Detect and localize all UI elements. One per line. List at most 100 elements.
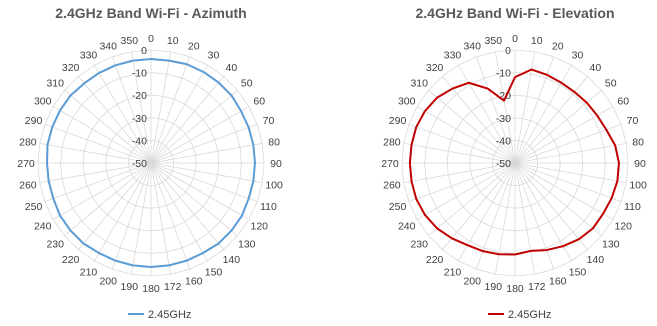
gridline-spoke xyxy=(64,162,152,236)
gridline-spoke xyxy=(514,162,536,275)
gridline-spoke xyxy=(428,90,516,164)
angle-tick-label: 210 xyxy=(444,266,462,278)
gridline-spoke xyxy=(494,51,516,164)
gridline-spoke xyxy=(150,162,258,203)
angle-tick-label: 50 xyxy=(605,78,617,90)
angle-tick-label: 180 xyxy=(506,283,524,295)
angle-tick-label: 10 xyxy=(167,35,179,47)
angle-tick-label: 220 xyxy=(426,254,444,266)
radial-tick-label: -10 xyxy=(132,68,147,80)
chart-title: 2.4GHz Band Wi-Fi - Azimuth xyxy=(55,5,246,21)
angle-tick-label: 330 xyxy=(444,50,462,62)
radar-chart-2: 2.4GHz Band Wi-Fi - Elevation 0 10 20 30 4050… xyxy=(381,5,647,321)
gridline-spoke xyxy=(442,162,516,250)
gridline-spoke xyxy=(150,123,258,164)
angle-tick-label: 60 xyxy=(617,96,629,108)
angle-tick-label: 350 xyxy=(121,35,139,47)
angle-tick-label: 310 xyxy=(46,78,64,90)
gridline-spoke xyxy=(416,106,516,164)
angle-tick-label: 310 xyxy=(410,78,428,90)
angle-tick-label: 120 xyxy=(250,221,268,233)
gridline-spoke xyxy=(52,106,152,164)
angle-tick-label: 160 xyxy=(185,275,203,287)
angle-tick-label: 340 xyxy=(99,41,117,53)
gridline-spoke xyxy=(111,162,152,270)
angle-tick-label: 280 xyxy=(383,136,401,148)
angle-tick-label: 110 xyxy=(624,201,641,213)
gridline-spoke xyxy=(458,64,516,164)
angle-tick-label: 250 xyxy=(389,201,407,213)
angle-tick-label: 240 xyxy=(34,221,52,233)
gridline-spoke xyxy=(514,142,627,164)
angle-tick-label: 350 xyxy=(485,35,503,47)
angle-tick-label: 140 xyxy=(223,254,241,266)
series-line xyxy=(46,58,256,268)
angle-tick-label: 0 xyxy=(512,33,518,45)
angle-tick-label: 190 xyxy=(485,281,503,293)
angle-tick-label: 300 xyxy=(398,96,416,108)
angle-tick-label: 20 xyxy=(188,41,200,53)
angle-tick-label: 340 xyxy=(463,41,481,53)
gridline-spoke xyxy=(514,162,614,220)
series-line xyxy=(408,68,620,256)
radial-tick-label: 0 xyxy=(141,45,147,57)
angle-tick-label: 300 xyxy=(34,96,52,108)
angle-tick-label: 40 xyxy=(226,62,238,74)
angle-tick-label: 220 xyxy=(62,254,80,266)
angle-tick-label: 250 xyxy=(25,201,43,213)
angle-tick-label: 100 xyxy=(265,180,283,192)
gridline-spoke xyxy=(150,56,191,164)
gridline-spoke xyxy=(94,162,152,262)
angle-tick-label: 172 xyxy=(164,281,182,293)
angle-tick-label: 120 xyxy=(614,221,632,233)
angle-tick-label: 210 xyxy=(80,266,98,278)
angle-tick-label: 160 xyxy=(549,275,567,287)
gridline-spoke xyxy=(514,162,588,250)
gridline-spoke xyxy=(442,76,516,164)
gridline-spoke xyxy=(130,51,152,164)
angle-tick-label: 80 xyxy=(268,136,280,148)
angle-tick-label: 60 xyxy=(253,96,265,108)
gridline-spoke xyxy=(150,90,238,164)
angle-tick-label: 290 xyxy=(389,115,407,127)
gridline-spoke xyxy=(150,162,208,262)
gridline-spoke xyxy=(64,90,152,164)
gridline-spoke xyxy=(403,142,516,164)
angle-tick-label: 330 xyxy=(80,50,98,62)
gridline-spoke xyxy=(78,162,152,250)
gridline-spoke xyxy=(514,162,602,236)
gridline-spoke xyxy=(111,56,152,164)
angle-tick-label: 260 xyxy=(19,180,37,192)
gridline-spoke xyxy=(150,162,263,184)
gridline-spoke xyxy=(44,123,152,164)
gridline-spoke xyxy=(494,162,516,275)
gridline-spoke xyxy=(403,162,516,184)
angle-tick-label: 320 xyxy=(62,62,80,74)
angle-tick-label: 20 xyxy=(552,41,564,53)
angle-tick-label: 90 xyxy=(634,158,646,170)
gridline-spoke xyxy=(52,162,152,220)
angle-tick-label: 150 xyxy=(205,266,223,278)
gridline-spoke xyxy=(428,162,516,236)
gridline-spoke xyxy=(150,162,238,236)
gridline-spoke xyxy=(94,64,152,164)
gridline-spoke xyxy=(514,162,555,270)
chart-title: 2.4GHz Band Wi-Fi - Elevation xyxy=(415,5,614,21)
gridline-spoke xyxy=(78,76,152,164)
angle-tick-label: 200 xyxy=(463,275,481,287)
angle-tick-label: 10 xyxy=(531,35,543,47)
angle-tick-label: 190 xyxy=(121,281,139,293)
angle-tick-label: 270 xyxy=(381,158,399,170)
gridline-spoke xyxy=(150,106,250,164)
angle-tick-label: 140 xyxy=(587,254,605,266)
gridline-spoke xyxy=(416,162,516,220)
angle-tick-label: 200 xyxy=(99,275,117,287)
angle-tick-label: 230 xyxy=(410,238,428,250)
gridline-spoke xyxy=(150,76,224,164)
angle-tick-label: 40 xyxy=(590,62,602,74)
angle-tick-label: 180 xyxy=(142,283,160,295)
gridline-spoke xyxy=(150,162,250,220)
gridline-spoke xyxy=(44,162,152,203)
angle-tick-label: 100 xyxy=(629,180,647,192)
